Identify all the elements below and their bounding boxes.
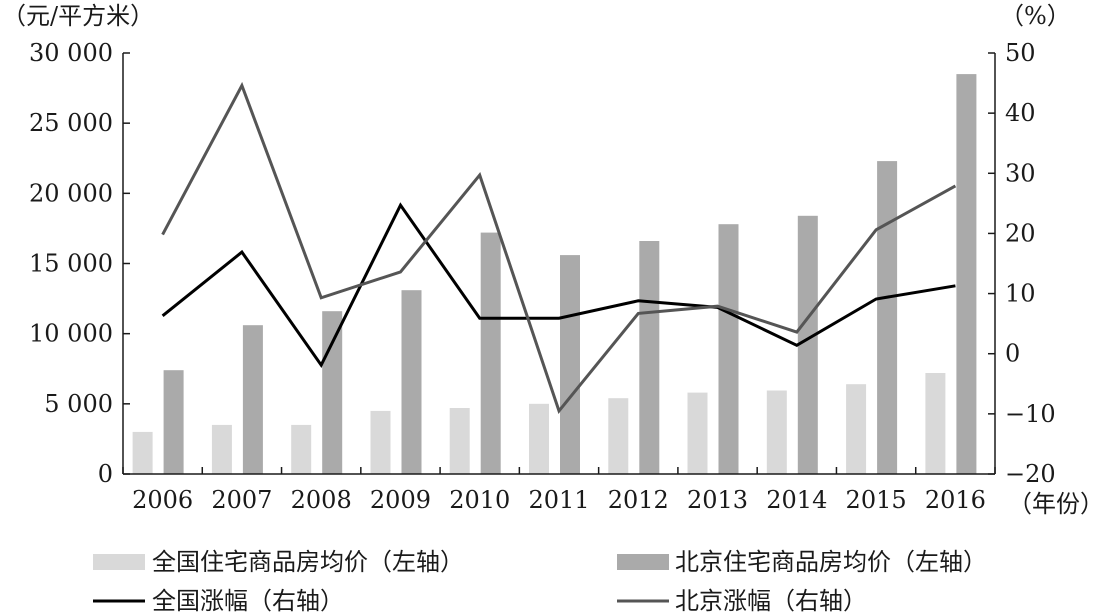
- bar-national-price-2011: [529, 403, 549, 474]
- right-tick-label: 30: [1005, 159, 1036, 187]
- bar-national-price-2016: [925, 373, 946, 474]
- bar-national-price-2014: [766, 390, 787, 474]
- x-tick-label: 2008: [291, 486, 352, 514]
- left-tick-label: 15 000: [29, 250, 113, 278]
- lines-group: [161, 81, 957, 414]
- bar-beijing-price-2006: [163, 370, 184, 474]
- bar-beijing-price-2014: [797, 215, 818, 475]
- bar-beijing-price-2012: [639, 241, 660, 474]
- legend-label-beijing-growth: 北京涨幅（右轴）: [675, 587, 867, 615]
- right-tick-label: 10: [1005, 280, 1036, 308]
- bar-beijing-price-2013: [718, 224, 739, 474]
- right-tick-label: 20: [1005, 219, 1036, 247]
- bar-beijing-price-2009: [401, 290, 422, 474]
- right-ticks: −20 −10 0 10 20 30 40 50: [988, 39, 1056, 488]
- legend-swatch-beijing-price: [617, 554, 669, 570]
- legend-label-national-growth: 全国涨幅（右轴）: [152, 587, 344, 615]
- left-tick-label: 20 000: [29, 179, 113, 207]
- x-ticks: 2006 2007 2008 2009 2010 2011 2012 2013 2014 2015…: [122, 467, 996, 514]
- right-tick-label: −20: [1005, 460, 1056, 488]
- right-tick-label: 50: [1005, 39, 1036, 67]
- bar-beijing-price-2008: [322, 311, 343, 474]
- left-tick-label: 0: [98, 460, 113, 488]
- left-tick-label: 30 000: [29, 39, 113, 67]
- bar-beijing-price-2016: [956, 74, 977, 474]
- x-tick-label: 2009: [370, 486, 431, 514]
- right-tick-label: −10: [1005, 400, 1056, 428]
- bar-national-price-2008: [291, 424, 312, 474]
- x-tick-label: 2007: [211, 486, 272, 514]
- bar-beijing-price-2007: [242, 325, 263, 474]
- left-tick-label: 5 000: [44, 390, 113, 418]
- bars-group: [132, 74, 977, 475]
- bar-national-price-2007: [211, 424, 232, 474]
- bar-beijing-price-2010: [480, 232, 501, 474]
- right-tick-label: 0: [1005, 340, 1020, 368]
- x-axis-unit: （年份）: [1008, 490, 1104, 518]
- x-tick-label: 2014: [766, 486, 827, 514]
- left-ticks: 0 5 000 10 000 15 000 20 000 25 000 30 000: [29, 39, 130, 488]
- x-tick-label: 2006: [132, 486, 193, 514]
- right-tick-label: 40: [1005, 99, 1036, 127]
- left-tick-label: 25 000: [29, 109, 113, 137]
- legend-label-beijing-price: 北京住宅商品房均价（左轴）: [675, 548, 987, 576]
- x-tick-label: 2010: [449, 486, 510, 514]
- line-beijing-growth: [161, 81, 957, 414]
- bar-national-price-2013: [687, 392, 708, 474]
- bar-national-price-2012: [608, 398, 629, 474]
- bar-national-price-2015: [846, 384, 867, 474]
- x-tick-label: 2016: [925, 486, 986, 514]
- line-national-growth: [161, 202, 956, 369]
- bar-national-price-2010: [449, 408, 470, 474]
- bar-national-price-2009: [370, 410, 391, 474]
- left-axis-unit: （元/平方米）: [2, 2, 154, 30]
- x-tick-label: 2015: [846, 486, 907, 514]
- legend: 全国住宅商品房均价（左轴） 北京住宅商品房均价（左轴） 全国涨幅（右轴） 北京涨…: [93, 548, 987, 615]
- x-tick-label: 2012: [608, 486, 669, 514]
- x-tick-label: 2011: [528, 486, 589, 514]
- x-tick-label: 2013: [687, 486, 748, 514]
- legend-swatch-national-price: [93, 554, 145, 570]
- bar-beijing-price-2015: [877, 161, 898, 474]
- right-axis-unit: （%）: [1000, 2, 1071, 30]
- bar-beijing-price-2011: [560, 255, 580, 474]
- left-tick-label: 10 000: [29, 320, 113, 348]
- bar-national-price-2006: [132, 431, 153, 474]
- legend-label-national-price: 全国住宅商品房均价（左轴）: [152, 548, 464, 576]
